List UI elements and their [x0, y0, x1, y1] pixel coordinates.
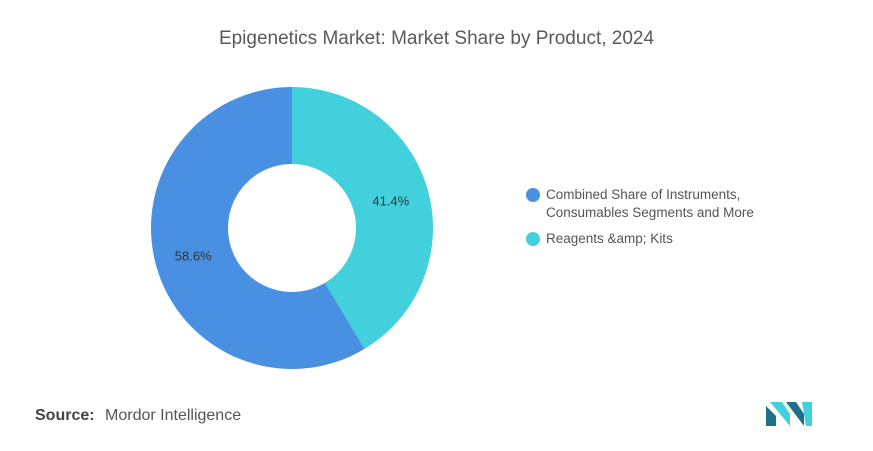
- legend-item-reagents[interactable]: Reagents &amp; Kits: [526, 230, 826, 248]
- donut-value-label-1: 58.6%: [175, 248, 212, 263]
- source-label: Source:: [35, 407, 95, 424]
- donut-slice-0[interactable]: [292, 87, 433, 349]
- legend-item-instruments[interactable]: Combined Share of Instruments, Consumabl…: [526, 186, 826, 222]
- donut-slices: [150, 87, 433, 369]
- legend-dot-instruments: [526, 188, 540, 202]
- chart-title: Epigenetics Market: Market Share by Prod…: [218, 28, 655, 49]
- donut-value-labels: 41.4% 58.6%: [175, 194, 410, 264]
- legend-label-reagents: Reagents &amp; Kits: [546, 231, 673, 246]
- legend-label-instruments: Combined Share of Instruments, Consumabl…: [546, 187, 754, 220]
- donut-value-label-0: 41.4%: [372, 194, 409, 209]
- source-text: Mordor Intelligence: [105, 407, 242, 424]
- source-note: Source: Mordor Intelligence: [35, 407, 241, 425]
- donut-slice-1[interactable]: [150, 87, 365, 369]
- mordor-intelligence-logo-icon: [766, 402, 812, 426]
- chart-legend: Combined Share of Instruments, Consumabl…: [526, 186, 826, 256]
- legend-dot-reagents: [526, 232, 540, 246]
